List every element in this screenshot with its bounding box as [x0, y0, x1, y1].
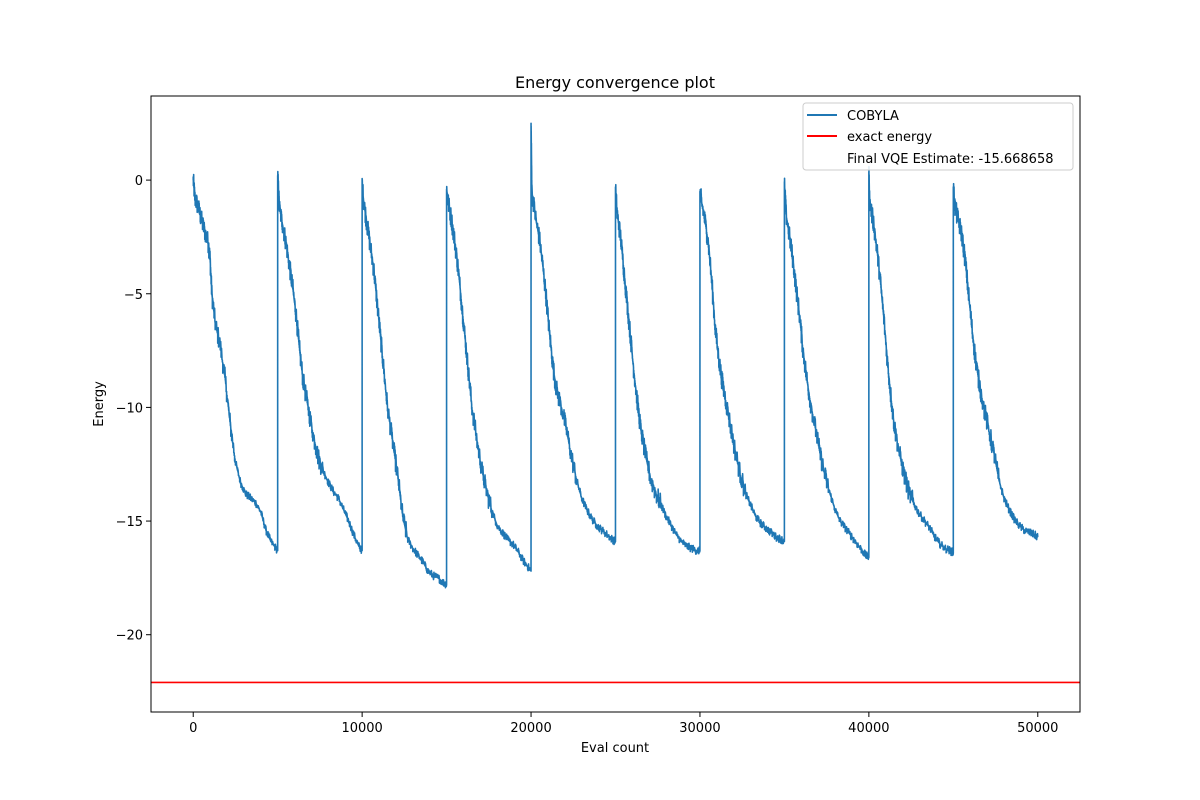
x-axis-ticks: 0 10000 20000 30000 40000 50000 — [189, 712, 1058, 736]
x-tick-label: 40000 — [848, 721, 889, 736]
legend-label-exact-energy: exact energy — [847, 130, 932, 145]
y-tick-label: 0 — [135, 174, 143, 189]
plot-area — [151, 122, 1080, 684]
chart-title: Energy convergence plot — [515, 73, 715, 92]
plot-series — [151, 122, 1080, 684]
x-tick-label: 10000 — [341, 721, 382, 736]
legend-label-final-estimate: Final VQE Estimate: -15.668658 — [847, 152, 1054, 167]
legend-label-cobyla: COBYLA — [847, 109, 899, 124]
x-tick-label: 30000 — [679, 721, 720, 736]
y-tick-label: −10 — [116, 401, 143, 416]
legend-box — [802, 102, 1074, 171]
x-axis-label: Eval count — [581, 741, 649, 756]
x-tick-label: 0 — [189, 721, 197, 736]
y-axis-label: Energy — [92, 381, 107, 427]
series-line-cobyla — [192, 122, 1039, 589]
x-tick-label: 50000 — [1017, 721, 1058, 736]
y-axis-ticks: 0 −5 −10 −15 −20 — [116, 174, 151, 644]
plot-frame — [150, 95, 1081, 713]
y-tick-label: −5 — [124, 288, 143, 303]
legend: COBYLA exact energy Final VQE Estimate: … — [802, 102, 1074, 171]
x-tick-label: 20000 — [510, 721, 551, 736]
y-tick-label: −20 — [116, 629, 143, 644]
y-tick-label: −15 — [116, 515, 143, 530]
